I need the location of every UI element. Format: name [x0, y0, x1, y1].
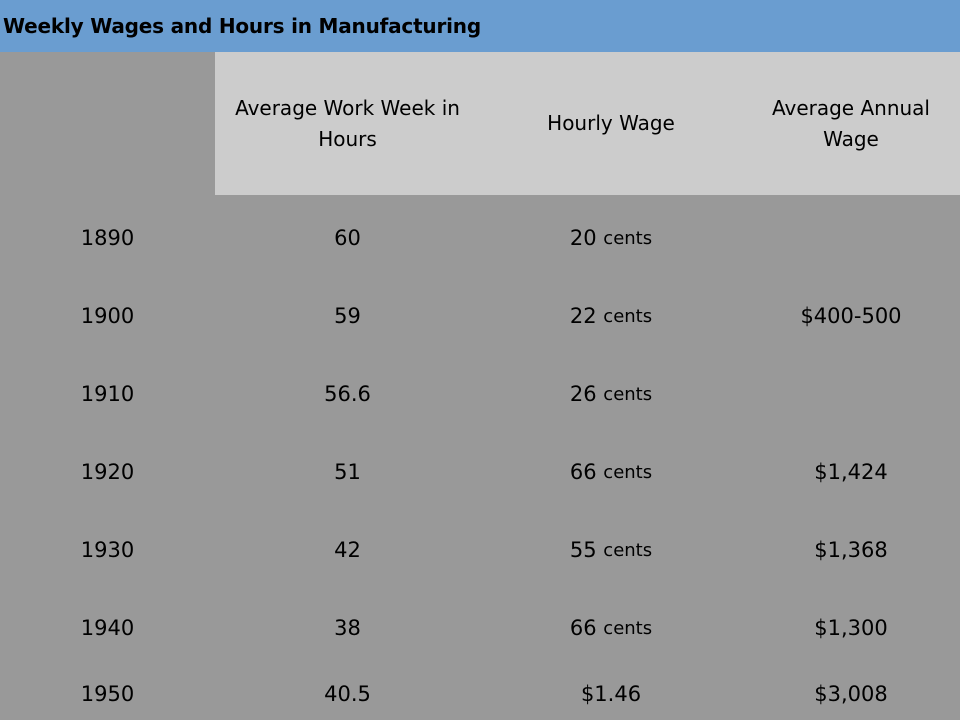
table-row: 1890 60 20 cents	[0, 218, 960, 258]
hours-cell: 59	[334, 304, 361, 328]
year-cell: 1930	[80, 538, 135, 562]
header-annual-wage: Average Annual Wage	[771, 95, 930, 151]
title-bar: Weekly Wages and Hours in Manufacturing	[0, 0, 960, 52]
wage-unit: cents	[603, 617, 653, 639]
annual-wage-cell: $3,008	[814, 682, 888, 706]
hourly-wage-cell: 26 cents	[480, 374, 742, 414]
table-row: 1930 42 55 cents $1,368	[0, 530, 960, 570]
hours-cell: 40.5	[324, 682, 371, 706]
wage-unit: cents	[603, 227, 653, 249]
hourly-wage-cell: 20 cents	[480, 218, 742, 258]
table-row: 1950 40.5 $1.46 $3,008	[0, 674, 960, 714]
header-hours: Average Work Week in Hours	[235, 95, 460, 151]
year-cell: 1940	[80, 616, 135, 640]
header-band	[215, 52, 960, 195]
table-row: 1900 59 22 cents $400-500	[0, 296, 960, 336]
table-title: Weekly Wages and Hours in Manufacturing	[3, 14, 481, 38]
annual-wage-cell: $400-500	[800, 304, 902, 328]
table-row: 1920 51 66 cents $1,424	[0, 452, 960, 492]
year-cell: 1920	[80, 460, 135, 484]
header-hourly-wage: Hourly Wage	[547, 111, 675, 135]
wage-amount: 26	[569, 382, 597, 406]
year-cell: 1910	[80, 382, 135, 406]
hours-cell: 38	[334, 616, 361, 640]
hourly-wage-cell: 55 cents	[480, 530, 742, 570]
hourly-wage-cell: 22 cents	[480, 296, 742, 336]
wage-amount: 66	[569, 616, 597, 640]
wage-unit: cents	[603, 383, 653, 405]
wage-amount: 55	[569, 538, 597, 562]
hours-cell: 60	[334, 226, 361, 250]
hours-cell: 51	[334, 460, 361, 484]
year-cell: 1890	[80, 226, 135, 250]
annual-wage-cell: $1,424	[814, 460, 888, 484]
annual-wage-cell: $1,300	[814, 616, 888, 640]
hourly-wage-cell: $1.46	[480, 674, 742, 714]
wage-amount: 22	[569, 304, 597, 328]
wage-amount: $1.46	[580, 682, 642, 706]
table-row: 1910 56.6 26 cents	[0, 374, 960, 414]
header-year-cell	[0, 52, 215, 195]
table-header: Average Work Week in Hours Hourly Wage A…	[0, 52, 960, 195]
wage-unit: cents	[603, 539, 653, 561]
hourly-wage-cell: 66 cents	[480, 452, 742, 492]
table-row: 1940 38 66 cents $1,300	[0, 608, 960, 648]
wage-unit: cents	[603, 461, 653, 483]
year-cell: 1900	[80, 304, 135, 328]
wage-amount: 66	[569, 460, 597, 484]
hours-cell: 56.6	[324, 382, 371, 406]
hours-cell: 42	[334, 538, 361, 562]
annual-wage-cell	[742, 218, 960, 258]
wage-unit: cents	[603, 305, 653, 327]
annual-wage-cell: $1,368	[814, 538, 888, 562]
year-cell: 1950	[80, 682, 135, 706]
hourly-wage-cell: 66 cents	[480, 608, 742, 648]
annual-wage-cell	[742, 374, 960, 414]
wage-amount: 20	[569, 226, 597, 250]
